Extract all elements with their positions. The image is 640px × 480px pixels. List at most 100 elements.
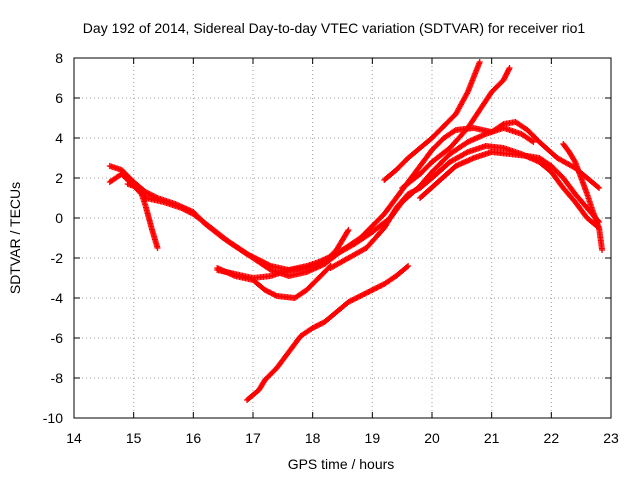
data-point bbox=[147, 191, 154, 198]
y-tick-label: 0 bbox=[55, 210, 63, 226]
data-point bbox=[271, 291, 278, 298]
data-point bbox=[378, 282, 385, 289]
data-point bbox=[267, 289, 274, 296]
data-point bbox=[529, 138, 536, 145]
y-tick-label: -4 bbox=[51, 290, 64, 306]
data-point bbox=[314, 322, 321, 329]
data-point bbox=[360, 291, 367, 298]
data-point bbox=[406, 190, 413, 197]
data-point bbox=[316, 321, 323, 328]
data-point bbox=[154, 245, 161, 251]
data-point bbox=[346, 298, 353, 305]
series-arc11 bbox=[560, 141, 606, 253]
data-point bbox=[264, 288, 271, 295]
data-point bbox=[318, 320, 325, 327]
data-point bbox=[348, 297, 355, 304]
data-point bbox=[501, 75, 508, 82]
series-arc5 bbox=[214, 227, 352, 281]
axis-ticks: 14 15 16 17 18 19 20 21 22 23 -10 -8 -6 -4 -2 0 2 4 6 8 bbox=[43, 50, 619, 446]
data-point bbox=[365, 289, 372, 295]
data-point bbox=[357, 293, 364, 299]
data-point bbox=[407, 189, 414, 196]
y-tick-label: -8 bbox=[51, 370, 64, 386]
data-point bbox=[414, 186, 421, 193]
data-point bbox=[358, 292, 365, 299]
data-point bbox=[413, 187, 420, 193]
data-point bbox=[368, 287, 375, 294]
data-point bbox=[345, 299, 352, 305]
data-point bbox=[361, 291, 368, 297]
data-point bbox=[151, 193, 158, 200]
x-tick-label: 20 bbox=[424, 430, 440, 446]
data-point bbox=[145, 190, 152, 197]
data-point bbox=[374, 284, 381, 291]
data-point bbox=[505, 66, 512, 73]
data-point bbox=[345, 227, 352, 233]
data-point bbox=[599, 247, 606, 253]
series-arc2 bbox=[106, 119, 603, 279]
x-tick-label: 14 bbox=[66, 430, 82, 446]
data-point bbox=[352, 295, 359, 302]
data-point bbox=[503, 71, 510, 78]
data-series bbox=[106, 59, 606, 403]
series-arc8 bbox=[381, 59, 483, 183]
data-point bbox=[366, 288, 373, 295]
data-point bbox=[503, 70, 510, 77]
data-point bbox=[370, 286, 377, 293]
data-point bbox=[269, 291, 276, 297]
y-tick-label: 8 bbox=[55, 50, 63, 66]
data-point bbox=[153, 194, 160, 201]
data-point bbox=[272, 292, 279, 299]
series-arc9 bbox=[399, 65, 513, 191]
data-point bbox=[150, 193, 157, 199]
data-point bbox=[265, 289, 272, 295]
data-point bbox=[146, 191, 153, 197]
x-axis-label: GPS time / hours bbox=[288, 456, 395, 472]
data-point bbox=[502, 73, 509, 79]
data-point bbox=[506, 65, 513, 71]
y-tick-label: 6 bbox=[55, 90, 63, 106]
data-point bbox=[451, 127, 458, 134]
data-point bbox=[313, 323, 320, 329]
chart-title: Day 192 of 2014, Sidereal Day-to-day VTE… bbox=[83, 20, 586, 36]
y-tick-label: 4 bbox=[55, 130, 63, 146]
y-tick-label: -2 bbox=[51, 250, 64, 266]
data-point bbox=[501, 74, 508, 81]
data-point bbox=[405, 263, 412, 269]
plot-frame bbox=[73, 57, 612, 419]
x-tick-label: 22 bbox=[544, 430, 560, 446]
data-point bbox=[505, 67, 512, 74]
data-point bbox=[143, 189, 150, 196]
x-tick-label: 19 bbox=[365, 430, 381, 446]
data-point bbox=[362, 290, 369, 297]
data-point bbox=[261, 287, 268, 293]
y-tick-label: -10 bbox=[43, 410, 63, 426]
x-tick-label: 18 bbox=[305, 430, 321, 446]
x-tick-label: 21 bbox=[484, 430, 500, 446]
data-point bbox=[596, 185, 603, 191]
data-point bbox=[409, 189, 416, 195]
data-point bbox=[364, 289, 371, 296]
x-tick-label: 17 bbox=[245, 430, 261, 446]
series-arc6 bbox=[244, 263, 412, 403]
data-point bbox=[476, 59, 483, 65]
data-point bbox=[499, 121, 506, 128]
x-tick-label: 16 bbox=[186, 430, 202, 446]
data-point bbox=[312, 323, 319, 330]
data-point bbox=[344, 228, 351, 235]
y-axis-label: SDTVAR / TECUs bbox=[7, 182, 23, 294]
data-point bbox=[263, 287, 270, 294]
data-point bbox=[594, 184, 601, 190]
data-point bbox=[504, 69, 511, 75]
data-point bbox=[373, 285, 380, 291]
data-point bbox=[310, 324, 317, 331]
data-point bbox=[411, 187, 418, 194]
x-tick-label: 23 bbox=[603, 430, 619, 446]
series-arc3 bbox=[124, 181, 161, 251]
data-point bbox=[405, 191, 412, 197]
data-point bbox=[349, 297, 356, 303]
data-point bbox=[403, 264, 410, 270]
data-point bbox=[375, 283, 382, 290]
data-point bbox=[350, 296, 357, 303]
data-point bbox=[309, 325, 316, 331]
